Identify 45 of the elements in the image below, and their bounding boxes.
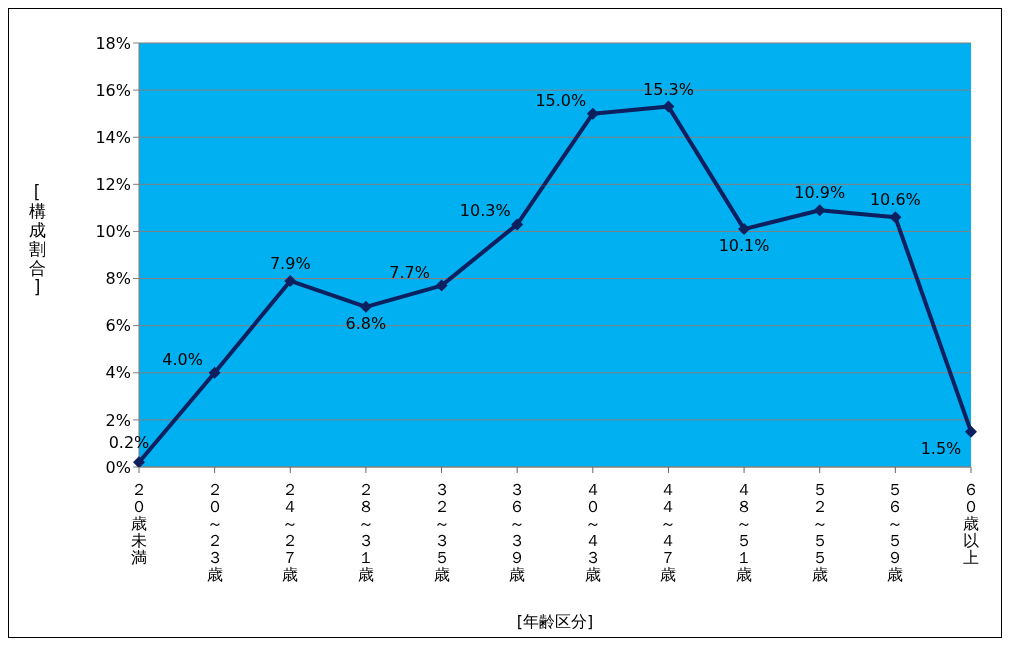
data-label: 10.9%	[794, 183, 846, 203]
point	[813, 204, 826, 217]
x-tick-label: ５２～５５歳	[811, 480, 828, 584]
point	[435, 279, 448, 292]
data-label: 10.1%	[718, 236, 770, 256]
y-tick-label: 6%	[105, 316, 131, 336]
point	[208, 366, 221, 379]
y-tick-label: 0%	[105, 457, 131, 477]
y-axis-title: [構成割合]	[28, 182, 46, 297]
x-tick-label: ２０歳未満	[131, 480, 147, 567]
y-tick-label: 12%	[95, 175, 131, 195]
x-tick-label: ２０～２３歳	[206, 480, 223, 584]
point	[738, 223, 751, 236]
y-tick-label: 16%	[95, 80, 131, 100]
point	[284, 274, 297, 287]
x-tick-label: ５６～５９歳	[887, 480, 904, 584]
x-tick-label: ２４～２７歳	[282, 480, 299, 584]
x-tick-label: ４８～５１歳	[736, 480, 753, 584]
y-tick-label: 4%	[105, 363, 131, 383]
data-label: 4.0%	[162, 349, 203, 369]
point	[586, 107, 599, 120]
y-tick-label: 14%	[95, 127, 131, 147]
data-label: 7.7%	[389, 262, 430, 282]
y-tick-label: 2%	[105, 410, 131, 430]
y-tick-label: 18%	[95, 33, 131, 53]
data-label: 1.5%	[920, 438, 962, 458]
data-label: 10.6%	[869, 190, 921, 210]
x-tick-label: ４０～４３歳	[584, 480, 601, 584]
x-tick-label: ４４～４７歳	[660, 480, 677, 584]
point	[359, 300, 372, 313]
data-label: 15.0%	[535, 90, 587, 110]
x-tick-label: ３２～３５歳	[433, 480, 450, 584]
x-tick-label: ２８～３１歳	[357, 480, 374, 584]
data-label: 15.3%	[643, 79, 694, 99]
point	[511, 218, 524, 231]
point	[965, 425, 977, 438]
x-tick-label: ３６～３９歳	[509, 480, 526, 584]
x-axis-title: [年齢区分]	[516, 612, 594, 631]
y-tick-label: 8%	[105, 269, 131, 289]
data-label: 10.3%	[459, 201, 511, 221]
data-label: 6.8%	[345, 313, 387, 333]
x-tick-label: ６０歳以上	[963, 480, 979, 567]
y-tick-label: 10%	[95, 222, 131, 242]
data-label: 7.9%	[269, 253, 311, 273]
point	[889, 211, 902, 224]
